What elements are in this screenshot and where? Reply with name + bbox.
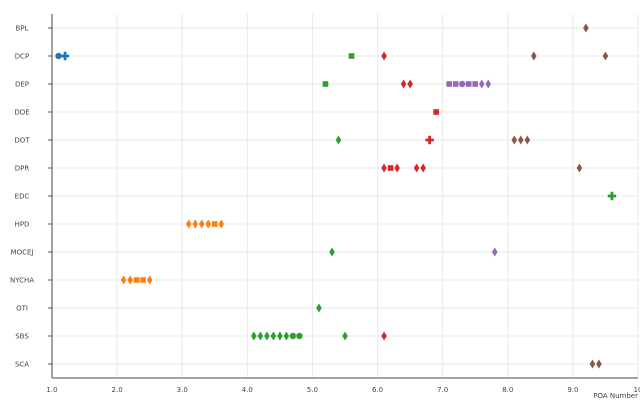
data-point (205, 219, 212, 229)
data-point (459, 80, 466, 88)
y-tick-label: SCA (15, 361, 29, 369)
x-tick-label: 8.0 (502, 386, 513, 394)
data-point (583, 23, 589, 33)
data-point (133, 277, 140, 283)
data-point (400, 79, 407, 89)
y-tick-label: NYCHA (10, 277, 34, 285)
x-tick-label: 3.0 (177, 386, 188, 394)
x-tick-label: 10 (634, 386, 640, 394)
data-point (531, 51, 537, 61)
y-tick-label: DCP (15, 53, 30, 61)
data-point (446, 81, 452, 87)
data-point (420, 163, 426, 173)
data-point (407, 79, 413, 89)
data-point (524, 135, 531, 145)
data-point (264, 331, 270, 341)
data-point (251, 331, 257, 341)
y-tick-labels: BPL DCP DEP DOE DOT DPR EDC HPD MOCEJ NYCHA OTI SBS… (10, 25, 34, 369)
data-point (381, 331, 387, 341)
data-point (425, 135, 434, 145)
x-tick-label: 7.0 (437, 386, 448, 394)
y-tick-label: OTI (16, 305, 28, 313)
data-point (211, 221, 218, 227)
data-point (198, 219, 205, 229)
y-tick-label: DOT (14, 137, 30, 145)
data-points (55, 23, 617, 369)
data-point (589, 359, 596, 369)
data-point (120, 275, 127, 285)
data-point (576, 163, 583, 173)
data-point (413, 163, 420, 173)
data-point (348, 53, 355, 59)
x-tick-label: 5.0 (307, 386, 318, 394)
data-point (277, 331, 283, 341)
data-point (491, 247, 498, 257)
data-point (465, 81, 472, 87)
x-tick-label: 6.0 (372, 386, 383, 394)
data-point (140, 277, 146, 283)
x-tick-labels: 1.0 2.0 3.0 4.0 5.0 6.0 7.0 8.0 9.0 10 (46, 386, 640, 394)
data-point (127, 275, 133, 285)
y-tick-label: DOE (14, 109, 29, 117)
data-point (511, 135, 518, 145)
data-point (185, 219, 192, 229)
data-point (607, 191, 617, 201)
x-axis-title: POA Number (593, 392, 638, 400)
data-point (257, 331, 264, 341)
x-tick-label: 1.0 (46, 386, 57, 394)
data-point (270, 331, 277, 341)
data-point (596, 359, 602, 369)
data-point (60, 51, 70, 61)
y-tick-label: DEP (15, 81, 29, 89)
data-point (485, 79, 492, 89)
data-point (381, 51, 387, 61)
data-point (55, 52, 62, 60)
x-tick-label: 4.0 (242, 386, 253, 394)
data-point (478, 79, 485, 89)
data-point (387, 165, 394, 171)
data-point (322, 81, 329, 87)
x-tick-label: 9.0 (567, 386, 578, 394)
data-point (335, 135, 342, 145)
data-point (518, 135, 524, 145)
data-point (296, 332, 303, 340)
data-point (146, 275, 153, 285)
y-tick-label: MOCEJ (11, 249, 34, 257)
axes (48, 14, 638, 379)
data-point (316, 303, 322, 313)
y-tick-label: BPL (16, 25, 29, 33)
data-point (329, 247, 335, 257)
data-point (602, 51, 609, 61)
data-point (472, 81, 479, 87)
data-point (218, 219, 225, 229)
data-point (192, 219, 199, 229)
data-point (452, 81, 459, 87)
y-tick-label: HPD (15, 221, 30, 229)
data-point (394, 163, 400, 173)
data-point (381, 163, 387, 173)
data-point (289, 332, 297, 340)
data-point (342, 331, 348, 341)
y-tick-label: DPR (15, 165, 30, 173)
y-tick-label: SBS (15, 333, 29, 341)
x-tick-label: 2.0 (112, 386, 123, 394)
grid (52, 14, 639, 378)
data-point (283, 331, 290, 341)
data-point (433, 109, 439, 115)
y-tick-label: EDC (15, 193, 30, 201)
